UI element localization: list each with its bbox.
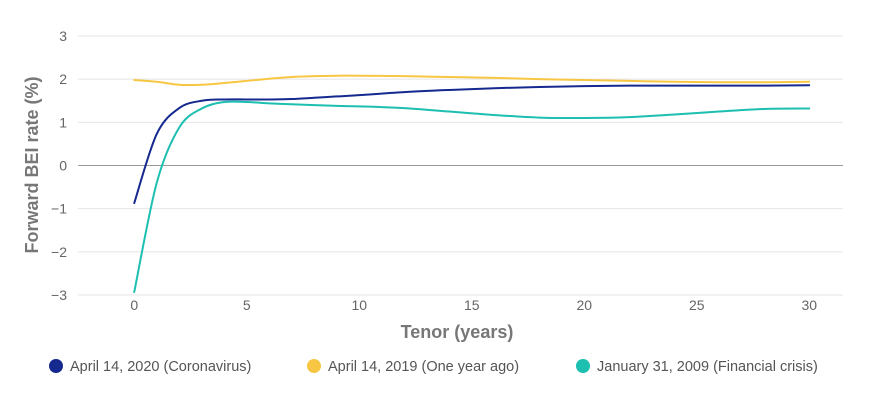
legend-label: April 14, 2019 (One year ago) [328,359,519,375]
series-line-2 [133,100,811,293]
y-axis-title: Forward BEI rate (%) [22,76,42,253]
series-line-0 [133,84,811,205]
y-tick-label: 3 [59,28,67,44]
x-tick-label: 0 [130,297,138,313]
y-tick-label: −1 [51,201,67,217]
x-tick-label: 20 [576,297,592,313]
x-tick-label: 30 [801,297,817,313]
series-lines [133,74,811,293]
legend-item: April 14, 2019 (One year ago) [307,359,519,375]
y-tick-label: 1 [59,114,67,130]
gridlines [78,35,843,296]
legend: April 14, 2020 (Coronavirus) April 14, 20… [49,359,818,375]
legend-item: January 31, 2009 (Financial crisis) [576,359,818,375]
x-tick-label: 5 [243,297,251,313]
x-tick-label: 15 [464,297,480,313]
legend-item: April 14, 2020 (Coronavirus) [49,359,251,375]
x-tick-label: 10 [351,297,367,313]
legend-label: January 31, 2009 (Financial crisis) [597,359,818,375]
x-tick-label: 25 [689,297,705,313]
x-axis-title: Tenor (years) [401,322,514,342]
legend-marker [307,359,321,373]
legend-label: April 14, 2020 (Coronavirus) [70,359,251,375]
series-line-1 [133,74,811,87]
y-tick-label: 0 [59,158,67,174]
x-axis-ticks: 0 5 10 15 20 25 30 [130,297,817,313]
y-tick-label: −2 [51,244,67,260]
y-tick-label: 2 [59,71,67,87]
y-axis-ticks: −3 −2 −1 0 1 2 3 [51,28,67,303]
legend-marker [49,359,63,373]
y-tick-label: −3 [51,287,67,303]
legend-marker [576,359,590,373]
